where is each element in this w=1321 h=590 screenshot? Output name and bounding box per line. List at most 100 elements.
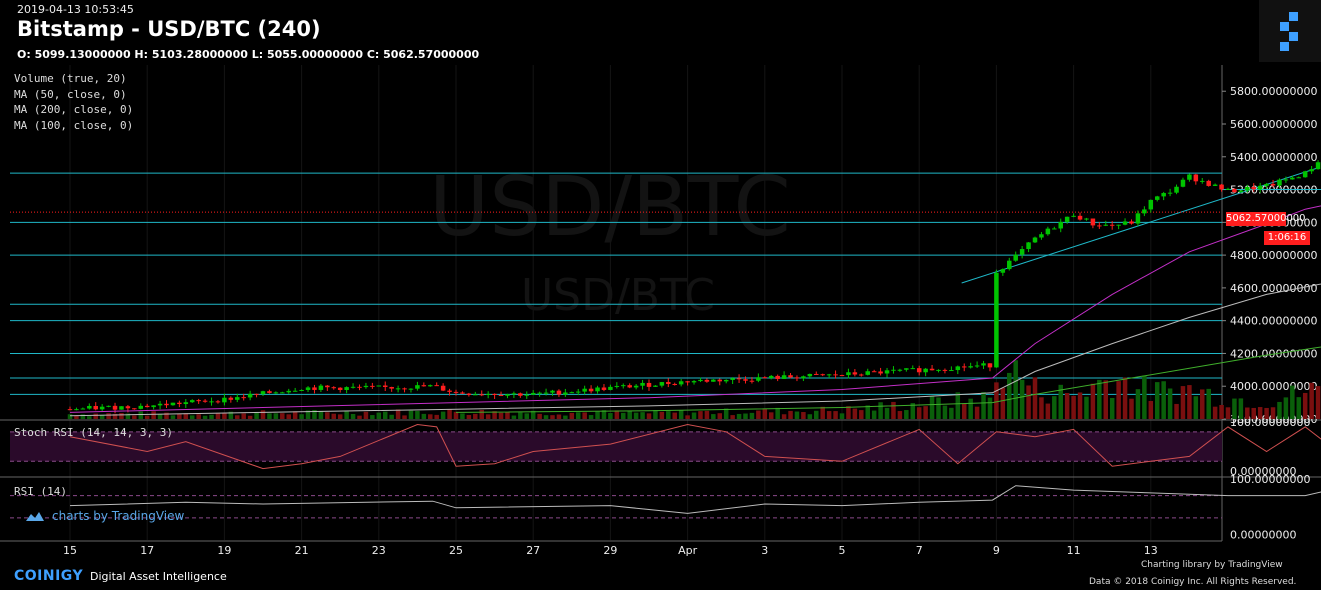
candle [280, 392, 285, 394]
volume-bar [1154, 382, 1160, 419]
stoch-rsi-label[interactable]: Stoch RSI (14, 14, 3, 3) [14, 426, 173, 439]
indicator-ma100[interactable]: MA (100, close, 0) [14, 118, 134, 132]
header-timestamp: 2019-04-13 10:53:45 [17, 3, 134, 16]
candle [1283, 179, 1289, 181]
candle [1270, 183, 1276, 186]
candle [1135, 213, 1141, 224]
volume-bar [852, 408, 858, 419]
candle [1058, 221, 1063, 229]
ma50-line [69, 205, 1321, 413]
coinigy-logo-icon[interactable] [1259, 0, 1321, 62]
volume-bar [1238, 398, 1244, 419]
candle [1103, 224, 1109, 226]
rsi-label[interactable]: RSI (14) [14, 485, 67, 498]
candle [1090, 218, 1096, 226]
candle [627, 385, 632, 388]
candle [659, 382, 665, 386]
charting-credit[interactable]: Charting library by TradingView [1141, 560, 1283, 570]
candle [177, 402, 182, 405]
volume-bar [826, 411, 832, 419]
candle [910, 368, 916, 370]
candle [794, 377, 800, 379]
candle [1264, 183, 1269, 186]
candle [1302, 171, 1308, 178]
candle [762, 377, 768, 379]
volume-bar [1315, 386, 1321, 419]
volume-bar [588, 415, 594, 419]
candle [704, 379, 710, 382]
volume-bar [640, 412, 645, 419]
candle [621, 385, 626, 387]
candle [556, 390, 562, 395]
candle [286, 390, 291, 393]
volume-bar [1270, 407, 1276, 419]
candle [839, 375, 845, 377]
candle [395, 388, 401, 390]
price-tick-label: 5800.00000000 [1230, 85, 1317, 98]
candle [189, 400, 195, 403]
volume-bar [189, 415, 195, 419]
x-tick-label: 25 [449, 544, 463, 557]
last-price-tag: 5062.57000000 [1226, 212, 1306, 226]
volume-bar [363, 411, 369, 419]
tradingview-cloud-icon [26, 512, 44, 521]
candle [138, 405, 144, 409]
volume-bar [1019, 379, 1025, 419]
volume-bar [768, 412, 774, 419]
candle [235, 397, 240, 400]
coinigy-brand[interactable]: COINIGY [14, 568, 84, 584]
x-tick-label: 15 [63, 544, 77, 557]
volume-bar [884, 407, 890, 419]
candle [1187, 174, 1192, 180]
volume-bar [833, 411, 838, 419]
price-tick-label: 5600.00000000 [1230, 118, 1317, 131]
volume-bar [878, 402, 883, 419]
candle [1148, 199, 1154, 210]
volume-bar [846, 406, 851, 419]
tradingview-watermark[interactable]: charts by TradingView [24, 509, 184, 523]
volume-bar [672, 412, 677, 419]
volume-bar [929, 396, 935, 419]
candle [80, 408, 86, 410]
indicator-ma50[interactable]: MA (50, close, 0) [14, 87, 127, 101]
volume-bar [691, 412, 697, 419]
volume-bar [273, 413, 279, 419]
volume-bar [228, 411, 234, 419]
volume-bar [1309, 382, 1314, 419]
candle [949, 370, 954, 372]
volume-bar [1039, 397, 1044, 419]
candle [1193, 174, 1199, 182]
x-tick-label: 11 [1067, 544, 1081, 557]
volume-bar [125, 413, 131, 419]
candle [370, 385, 375, 387]
candle [981, 363, 986, 366]
volume-bar [730, 415, 735, 419]
candle [125, 406, 131, 409]
x-tick-label: 5 [839, 544, 846, 557]
volume-bar [961, 403, 967, 419]
volume-bar [119, 412, 124, 419]
candle [1084, 218, 1089, 220]
candle [1064, 216, 1070, 222]
volume-bar [1077, 392, 1083, 419]
candle [1167, 192, 1173, 194]
volume-bar [80, 414, 86, 419]
volume-bar [222, 412, 227, 419]
indicator-ma200[interactable]: MA (200, close, 0) [14, 103, 134, 116]
candle [1161, 193, 1166, 197]
candle [196, 400, 201, 402]
indicator-volume[interactable]: Volume (true, 20) [14, 72, 127, 85]
candle [833, 374, 838, 376]
candle [1129, 221, 1134, 224]
candle [852, 372, 858, 375]
candle [646, 382, 652, 387]
volume-bar [299, 414, 304, 419]
volume-bar [376, 412, 382, 419]
candle [1013, 254, 1018, 261]
volume-bar [923, 406, 928, 419]
candle [157, 403, 163, 406]
volume-bar [916, 407, 922, 419]
candle [402, 388, 407, 390]
volume-bar [511, 415, 517, 419]
